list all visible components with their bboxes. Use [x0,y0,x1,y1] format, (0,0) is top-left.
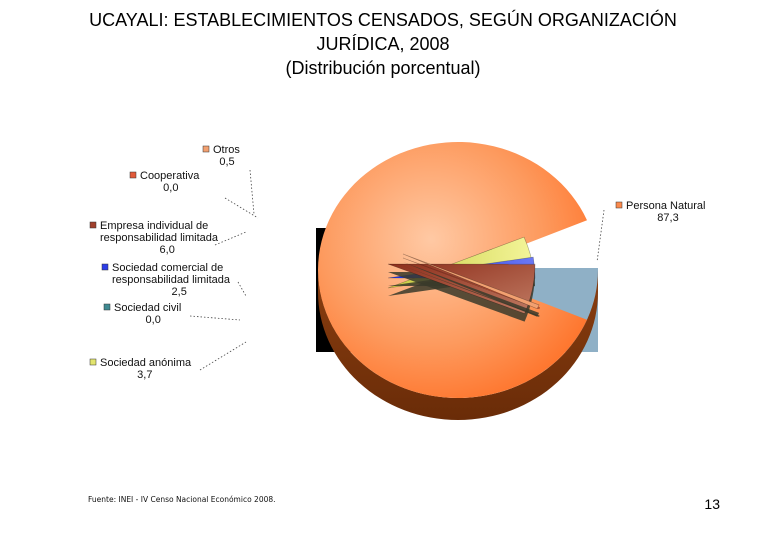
label-color-marker [89,221,97,229]
slice-depth [403,266,540,317]
label-color-marker [101,263,109,271]
leader-line [596,209,605,263]
slice-value-label: 87,3 [657,212,678,224]
slice-depth [403,262,540,317]
source-note: Fuente: INEI - IV Censo Nacional Económi… [88,495,276,504]
title-line-2: JURÍDICA, 2008 [316,34,450,54]
leader-line [214,231,247,246]
page-number: 13 [704,496,720,512]
main-slice-depth [318,270,598,420]
slice-label-text: Persona Natural [626,200,706,212]
slice-label-text: Otros [213,144,240,156]
title-line-3: (Distribución porcentual) [285,58,481,78]
pie-slice-cooperativa [402,257,541,310]
label-color-marker [129,171,137,179]
slices-layer [318,142,588,398]
slice-label-text: Cooperativa [140,170,200,182]
label-color-marker [615,201,623,209]
slice-label-text: Sociedad civil [114,302,181,314]
leader-line [189,315,241,321]
label-color-marker [89,358,97,366]
slice-value-label: 0,0 [146,314,161,326]
slice-label-text: Sociedad comercial de [112,262,223,274]
slice-value-label: 6,0 [160,244,175,256]
slice-label-text: responsabilidad limitada [100,232,219,244]
slice-label-text: Empresa individual de [100,220,208,232]
slice-value-label: 0,0 [163,182,178,194]
label-color-marker [202,145,210,153]
leader-line [249,169,255,215]
leader-line [199,341,247,371]
slice-value-label: 3,7 [137,369,152,381]
leader-line [237,281,247,297]
slice-label-text: responsabilidad limitada [112,274,231,286]
label-color-marker [103,303,111,311]
pie-slice-otros [402,253,540,310]
slice-value-label: 0,5 [219,156,234,168]
chart-title: UCAYALI: ESTABLECIMIENTOS CENSADOS, SEGÚ… [0,8,766,80]
leader-line [224,197,259,219]
slice-label-text: Sociedad anónima [100,357,192,369]
title-line-1: UCAYALI: ESTABLECIMIENTOS CENSADOS, SEGÚ… [89,10,677,30]
slice-value-label: 2,5 [172,286,187,298]
